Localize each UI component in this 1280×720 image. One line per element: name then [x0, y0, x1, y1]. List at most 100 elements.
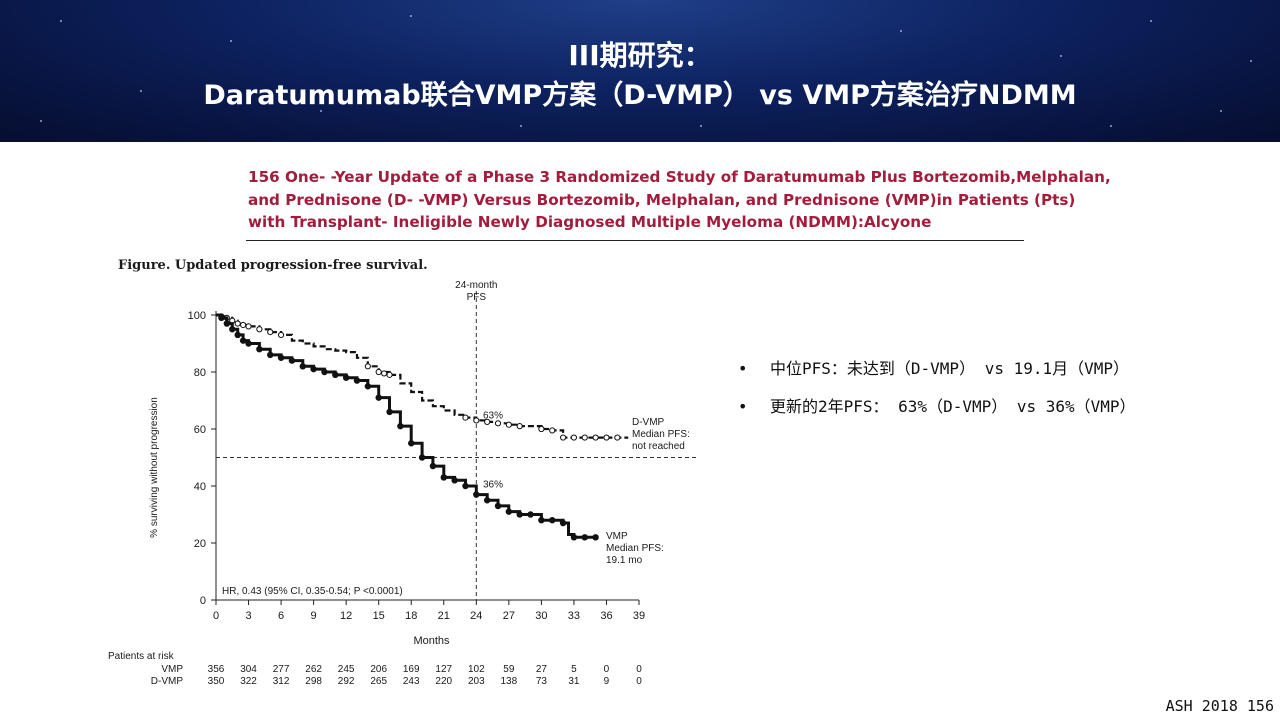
series-label-vmp: 19.1 mo	[606, 555, 643, 566]
x-tick-label: 0	[213, 610, 219, 622]
censor-mark-d-vmp	[516, 423, 523, 430]
banner-star	[1220, 110, 1222, 112]
patients-at-risk-value: 5	[571, 664, 577, 675]
x-tick-label: 24	[470, 610, 482, 622]
y-tick-label: 40	[194, 481, 206, 493]
patients-at-risk-label: VMP	[161, 664, 183, 675]
y-axis-label: % surviving without progression	[149, 397, 160, 538]
censor-mark-vmp	[218, 314, 225, 322]
patients-at-risk-value: 0	[604, 664, 610, 675]
patients-at-risk-title: Patients at risk	[108, 651, 175, 662]
censor-mark-vmp	[234, 331, 241, 339]
censor-mark-vmp	[451, 477, 458, 484]
banner-star	[520, 125, 522, 127]
censor-mark-vmp	[494, 502, 502, 510]
banner-star	[320, 110, 322, 112]
censor-mark-vmp	[418, 454, 426, 461]
x-tick-label: 3	[245, 610, 251, 622]
censor-mark-d-vmp	[462, 414, 469, 421]
patients-at-risk-value: 169	[403, 664, 420, 675]
y-tick-label: 0	[200, 595, 206, 607]
censor-mark-d-vmp	[473, 417, 480, 424]
x-tick-label: 33	[568, 610, 580, 622]
series-label-dvmp: Median PFS:	[632, 429, 690, 440]
censor-mark-vmp	[505, 508, 513, 515]
bullet-list: 中位PFS：未达到（D-VMP） vs 19.1月（VMP） 更新的2年PFS：…	[738, 356, 1136, 432]
censor-mark-vmp	[299, 363, 306, 370]
censor-mark-vmp	[462, 482, 469, 490]
patients-at-risk-value: 292	[338, 676, 355, 687]
censor-mark-d-vmp	[245, 323, 252, 330]
patients-at-risk-label: D-VMP	[151, 676, 184, 687]
censor-mark-vmp	[549, 517, 556, 524]
abstract-underline	[246, 240, 1024, 241]
censor-mark-d-vmp	[234, 320, 241, 327]
censor-mark-vmp	[386, 408, 393, 416]
series-label-dvmp: not reached	[632, 441, 685, 452]
abstract-title: 156 One- -Year Update of a Phase 3 Rando…	[248, 166, 1111, 234]
patients-at-risk-value: 262	[305, 664, 322, 675]
y-tick-label: 20	[194, 538, 206, 550]
censor-mark-vmp	[310, 365, 317, 373]
banner-star	[140, 90, 142, 92]
censor-mark-vmp	[559, 519, 567, 527]
reference-label: PFS	[467, 292, 487, 303]
censor-mark-d-vmp	[267, 329, 274, 336]
censor-mark-vmp	[473, 491, 480, 498]
censor-mark-d-vmp	[559, 434, 567, 441]
censor-mark-vmp	[353, 377, 361, 384]
footer-citation: ASH 2018 156	[1165, 697, 1274, 715]
censor-mark-vmp	[429, 462, 437, 470]
hr-annotation: HR, 0.43 (95% CI, 0.35-0.54; P <0.0001)	[222, 586, 403, 597]
series-line-d-vmp	[216, 313, 629, 439]
patients-at-risk-value: 203	[468, 676, 485, 687]
censor-mark-vmp	[592, 534, 599, 541]
patients-at-risk-value: 0	[636, 676, 642, 687]
patients-at-risk-value: 265	[370, 676, 387, 687]
abstract-line: 156 One- -Year Update of a Phase 3 Rando…	[248, 168, 1111, 186]
censor-mark-vmp	[516, 511, 523, 518]
banner-star	[1110, 125, 1112, 127]
series-label-vmp: VMP	[606, 531, 628, 542]
censor-mark-d-vmp	[364, 363, 371, 370]
censor-mark-vmp	[570, 534, 578, 541]
censor-mark-vmp	[277, 354, 285, 361]
patients-at-risk-value: 9	[604, 676, 610, 687]
patients-at-risk-value: 220	[435, 676, 452, 687]
x-tick-label: 18	[405, 610, 417, 622]
patients-at-risk-value: 356	[208, 664, 225, 675]
patients-at-risk-value: 277	[273, 664, 290, 675]
patients-at-risk-value: 73	[536, 676, 548, 687]
title-banner: III期研究： Daratumumab联合VMP方案（D-VMP） vs VMP…	[0, 0, 1280, 142]
patients-at-risk-value: 245	[338, 664, 355, 675]
censor-mark-vmp	[245, 340, 252, 347]
censor-mark-vmp	[538, 517, 545, 524]
censor-mark-vmp	[223, 320, 231, 327]
x-tick-label: 36	[600, 610, 612, 622]
censor-mark-d-vmp	[614, 434, 621, 441]
patients-at-risk-value: 322	[240, 676, 257, 687]
censor-mark-d-vmp	[375, 368, 382, 376]
reference-label: 24-month	[455, 280, 497, 291]
patients-at-risk-value: 206	[370, 664, 387, 675]
patients-at-risk-value: 350	[208, 676, 225, 687]
censor-mark-d-vmp	[381, 370, 388, 377]
patients-at-risk-value: 27	[536, 664, 548, 675]
banner-star	[1250, 60, 1252, 62]
censor-mark-vmp	[397, 422, 404, 430]
x-tick-label: 27	[503, 610, 515, 622]
censor-mark-d-vmp	[570, 434, 578, 441]
abstract-line: and Prednisone (D- -VMP) Versus Bortezom…	[248, 190, 1076, 209]
bullet-item: 中位PFS：未达到（D-VMP） vs 19.1月（VMP）	[738, 356, 1136, 394]
patients-at-risk-value: 127	[435, 664, 452, 675]
patients-at-risk-value: 102	[468, 664, 485, 675]
censor-mark-d-vmp	[494, 420, 502, 427]
censor-mark-vmp	[581, 534, 588, 541]
y-tick-label: 80	[194, 367, 206, 379]
censor-mark-vmp	[288, 357, 296, 364]
censor-mark-vmp	[408, 440, 415, 447]
censor-mark-vmp	[229, 326, 236, 333]
point-label-vmp: 36%	[483, 479, 503, 490]
y-tick-label: 60	[194, 424, 206, 436]
